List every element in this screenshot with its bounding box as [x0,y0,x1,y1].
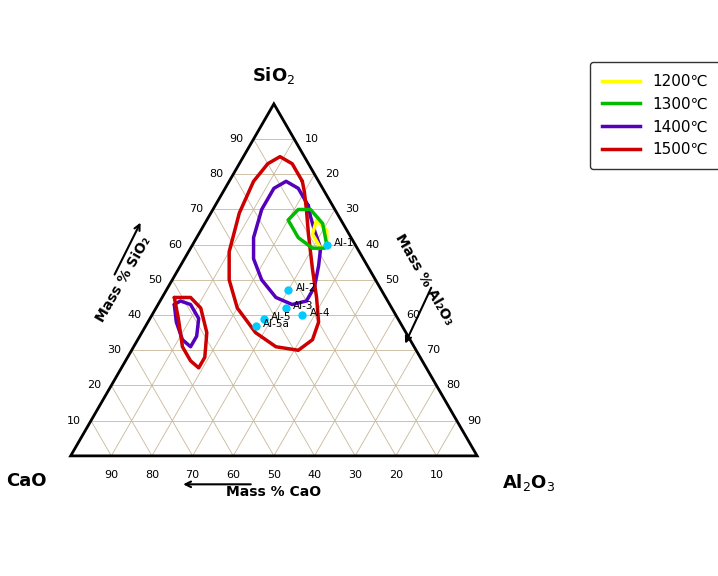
Text: 30: 30 [345,204,359,214]
Text: 80: 80 [447,381,461,391]
Text: 20: 20 [325,169,339,179]
Text: 90: 90 [104,470,118,480]
Text: 90: 90 [467,416,481,426]
Text: 30: 30 [108,345,121,355]
Text: 80: 80 [209,169,223,179]
Text: Mass % Al₂O₃: Mass % Al₂O₃ [393,232,456,328]
Text: 90: 90 [229,134,243,144]
Legend: 1200℃, 1300℃, 1400℃, 1500℃: 1200℃, 1300℃, 1400℃, 1500℃ [589,62,718,169]
Text: 10: 10 [304,134,318,144]
Text: 50: 50 [267,470,281,480]
Text: 40: 40 [128,310,141,320]
Text: Al-5: Al-5 [271,312,292,321]
Text: Al$_2$O$_3$: Al$_2$O$_3$ [501,472,555,493]
Text: Al-5a: Al-5a [263,319,290,328]
Text: 50: 50 [148,275,162,285]
Text: 40: 40 [365,240,380,249]
Text: 70: 70 [185,470,200,480]
Text: 60: 60 [169,240,182,249]
Text: 60: 60 [226,470,241,480]
Text: Al-3: Al-3 [294,301,314,311]
Text: Mass % SiO₂: Mass % SiO₂ [93,235,154,325]
Text: Al-4: Al-4 [309,308,330,318]
Text: 20: 20 [388,470,403,480]
Text: Al-2: Al-2 [295,283,316,293]
Text: 30: 30 [348,470,362,480]
Text: 50: 50 [386,275,400,285]
Text: Al-1: Al-1 [334,238,355,248]
Text: 70: 70 [426,345,440,355]
Text: Mass % CaO: Mass % CaO [226,486,322,499]
Text: SiO$_2$: SiO$_2$ [252,65,296,86]
Text: 40: 40 [307,470,322,480]
Text: 60: 60 [406,310,420,320]
Text: CaO: CaO [6,472,46,490]
Text: 80: 80 [145,470,159,480]
Text: 20: 20 [87,381,101,391]
Text: 70: 70 [189,204,202,214]
Text: 10: 10 [67,416,81,426]
Text: 10: 10 [429,470,444,480]
